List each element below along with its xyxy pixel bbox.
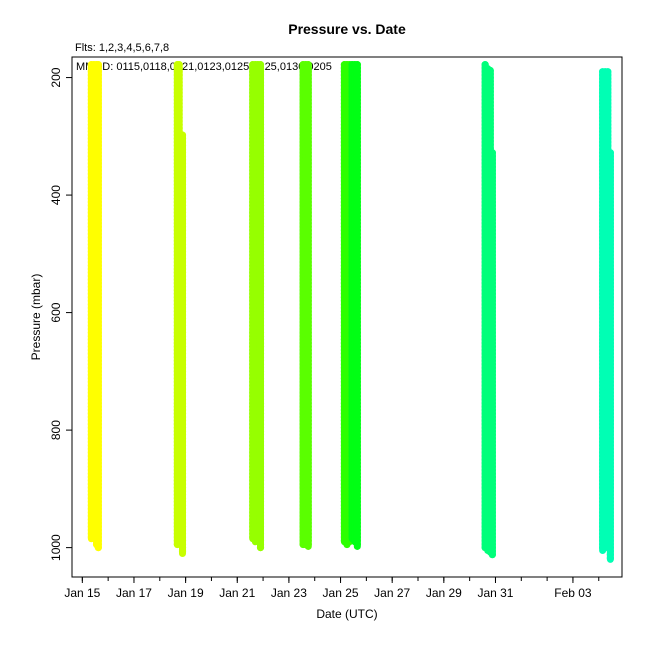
x-tick-label: Feb 03	[554, 586, 592, 600]
data-points	[87, 61, 614, 563]
x-tick-label: Jan 23	[271, 586, 307, 600]
series-2	[173, 61, 187, 557]
y-tick-label: 200	[49, 67, 63, 87]
data-point	[488, 551, 496, 559]
x-axis: Jan 15 Jan 17 Jan 19 Jan 21 Jan 23 Jan 25 Jan …	[64, 576, 600, 600]
chart-title: Pressure vs. Date	[288, 21, 406, 37]
series-1	[87, 61, 102, 552]
series-7	[481, 61, 496, 559]
series-3	[249, 61, 265, 552]
y-axis-label: Pressure (mbar)	[29, 274, 43, 361]
data-point	[94, 544, 102, 552]
x-tick-label: Jan 15	[64, 586, 100, 600]
series-6	[348, 61, 361, 550]
y-tick-label: 1000	[49, 534, 63, 561]
mmdd-label: MMDD: 0115,0118,0121,0123,0125,0125,0130…	[76, 61, 332, 73]
x-axis-label: Date (UTC)	[316, 607, 377, 621]
y-tick-label: 800	[49, 420, 63, 440]
y-tick-label: 400	[49, 185, 63, 205]
x-tick-label: Jan 31	[477, 586, 513, 600]
data-point	[178, 547, 187, 555]
x-tick-label: Jan 21	[219, 586, 255, 600]
x-tick-label: Jan 17	[116, 586, 152, 600]
y-axis: 200 400 600 800 1000	[49, 67, 73, 561]
data-point	[256, 544, 265, 552]
x-tick-label: Jan 25	[323, 586, 359, 600]
data-point	[353, 540, 361, 548]
flights-label: Flts: 1,2,3,4,5,6,7,8	[75, 42, 169, 54]
series-4	[299, 61, 312, 550]
series-8	[599, 68, 614, 563]
x-tick-label: Jan 19	[168, 586, 204, 600]
x-tick-label: Jan 29	[426, 586, 462, 600]
data-point	[304, 540, 312, 548]
x-tick-label: Jan 27	[374, 586, 410, 600]
y-tick-label: 600	[49, 302, 63, 322]
data-point	[606, 554, 614, 562]
